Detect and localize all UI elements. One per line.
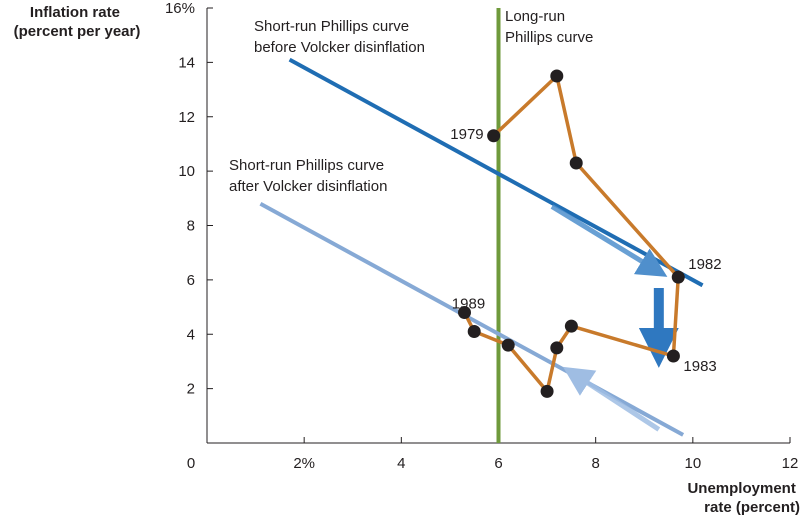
movement-arrow-0 xyxy=(550,204,668,277)
data-point xyxy=(487,129,501,143)
y-tick-label: 16% xyxy=(165,0,195,17)
x-tick-labels: 0 2% 4 6 8 10 12 xyxy=(187,455,799,472)
srpc-before-label: Short-run Phillips curve before Volcker … xyxy=(254,18,425,56)
year-label-1983: 1983 xyxy=(683,358,716,375)
data-point xyxy=(501,338,515,352)
x-tick-label: 8 xyxy=(591,455,599,472)
movement-arrow-2 xyxy=(563,366,661,432)
data-point xyxy=(666,349,680,363)
x-axis-title-line-1: Unemployment xyxy=(687,480,795,497)
y-tick-label: 14 xyxy=(178,54,195,71)
data-point xyxy=(671,270,685,284)
actual-path: 1979 1982 1983 1989 xyxy=(450,69,722,398)
x-tick-label: 4 xyxy=(397,455,405,472)
y-axis-title-line-2: (percent per year) xyxy=(14,23,141,40)
lrpc-label-line-2: Phillips curve xyxy=(505,29,593,46)
year-label-1979: 1979 xyxy=(450,126,483,143)
x-tick-label: 12 xyxy=(782,455,799,472)
y-tick-label: 4 xyxy=(187,326,195,343)
srpc-before-label-line-2: before Volcker disinflation xyxy=(254,39,425,56)
year-label-1989: 1989 xyxy=(452,296,485,313)
data-point xyxy=(550,341,564,355)
srpc-before-label-line-1: Short-run Phillips curve xyxy=(254,18,409,35)
lrpc-label-line-1: Long-run xyxy=(505,8,565,25)
x-axis-title: Unemployment rate (percent) xyxy=(687,480,800,516)
year-label-1982: 1982 xyxy=(688,256,721,273)
y-tick-label: 2 xyxy=(187,381,195,398)
data-point xyxy=(564,319,578,333)
x-tick-label: 10 xyxy=(684,455,701,472)
phillips-curves xyxy=(259,8,704,443)
y-axis-title-line-1: Inflation rate xyxy=(30,4,120,21)
x-tick-label: 2% xyxy=(293,455,315,472)
data-point xyxy=(569,156,583,170)
y-tick-label: 10 xyxy=(178,163,195,180)
y-tick-labels: 2 4 6 8 10 12 14 16% xyxy=(165,0,195,398)
y-tick-label: 12 xyxy=(178,109,195,126)
data-point xyxy=(550,69,564,83)
x-tick-label: 6 xyxy=(494,455,502,472)
y-axis-title: Inflation rate (percent per year) xyxy=(14,4,141,40)
data-point xyxy=(467,325,481,339)
y-tick-marks xyxy=(207,7,213,390)
y-tick-label: 6 xyxy=(187,272,195,289)
data-point xyxy=(457,306,471,319)
data-point xyxy=(540,384,554,398)
srpc-before-line xyxy=(288,57,704,288)
x-axis-title-line-2: rate (percent) xyxy=(704,499,800,516)
y-tick-label: 8 xyxy=(187,218,195,235)
srpc-after-label-line-2: after Volcker disinflation xyxy=(229,178,387,195)
srpc-after-label: Short-run Phillips curve after Volcker d… xyxy=(229,157,388,195)
srpc-after-label-line-1: Short-run Phillips curve xyxy=(229,157,384,174)
x-tick-label: 0 xyxy=(187,455,195,472)
lrpc-label: Long-run Phillips curve xyxy=(505,8,593,46)
movement-arrows xyxy=(550,204,679,432)
